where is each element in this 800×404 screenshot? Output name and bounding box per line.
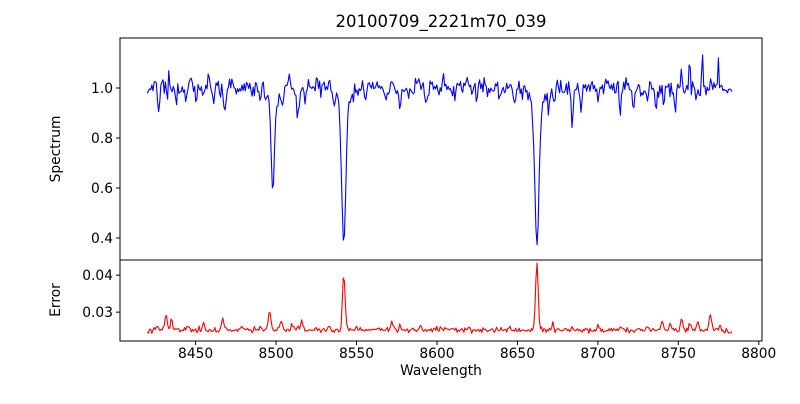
y-axis-label-spectrum: Spectrum — [48, 116, 64, 183]
x-tick-label: 8750 — [661, 346, 696, 362]
x-axis-label: Wavelength — [400, 363, 482, 379]
y-tick-label: 1.0 — [91, 81, 113, 97]
chart-root: 0.4 0.6 0.8 1.0 0.03 0.04 8450 8500 8550 8600 8650… — [82, 37, 776, 362]
x-tick-label: 8550 — [339, 346, 374, 362]
y-tick-label: 0.4 — [91, 231, 113, 247]
spectrum-line — [146, 54, 733, 246]
x-tick-label: 8450 — [178, 346, 213, 362]
y-tick-label: 0.04 — [82, 268, 113, 284]
x-tick-label: 8650 — [500, 346, 535, 362]
spectrum-panel-border — [119, 37, 763, 261]
x-tick-label: 8500 — [259, 346, 294, 362]
error-panel-border — [119, 259, 763, 342]
x-tick-label: 8800 — [741, 346, 776, 362]
error-line — [146, 262, 733, 334]
y-tick-label: 0.6 — [91, 181, 113, 197]
x-tick-label: 8600 — [419, 346, 454, 362]
y-tick-label: 0.03 — [82, 305, 113, 321]
chart-title: 20100709_2221m70_039 — [335, 12, 546, 32]
y-tick-label: 0.8 — [91, 131, 113, 147]
x-tick-label: 8700 — [580, 346, 615, 362]
y-axis-label-error: Error — [48, 283, 64, 317]
